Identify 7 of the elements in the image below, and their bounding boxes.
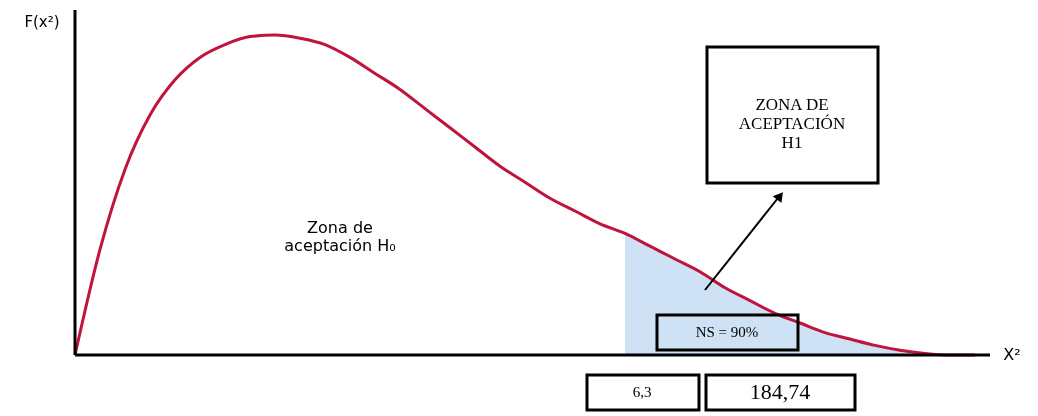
annotation: NS = 90% xyxy=(695,324,759,340)
annotation: ZONA DE ACEPTACIÓN H1 xyxy=(738,95,846,152)
annotation: Zona de aceptación H₀ xyxy=(284,218,396,255)
y-axis-title: F(x²) xyxy=(24,13,60,31)
x-axis-title: X² xyxy=(1003,345,1021,364)
text: 184,74 xyxy=(749,379,811,404)
text: 6,3 xyxy=(632,384,652,400)
